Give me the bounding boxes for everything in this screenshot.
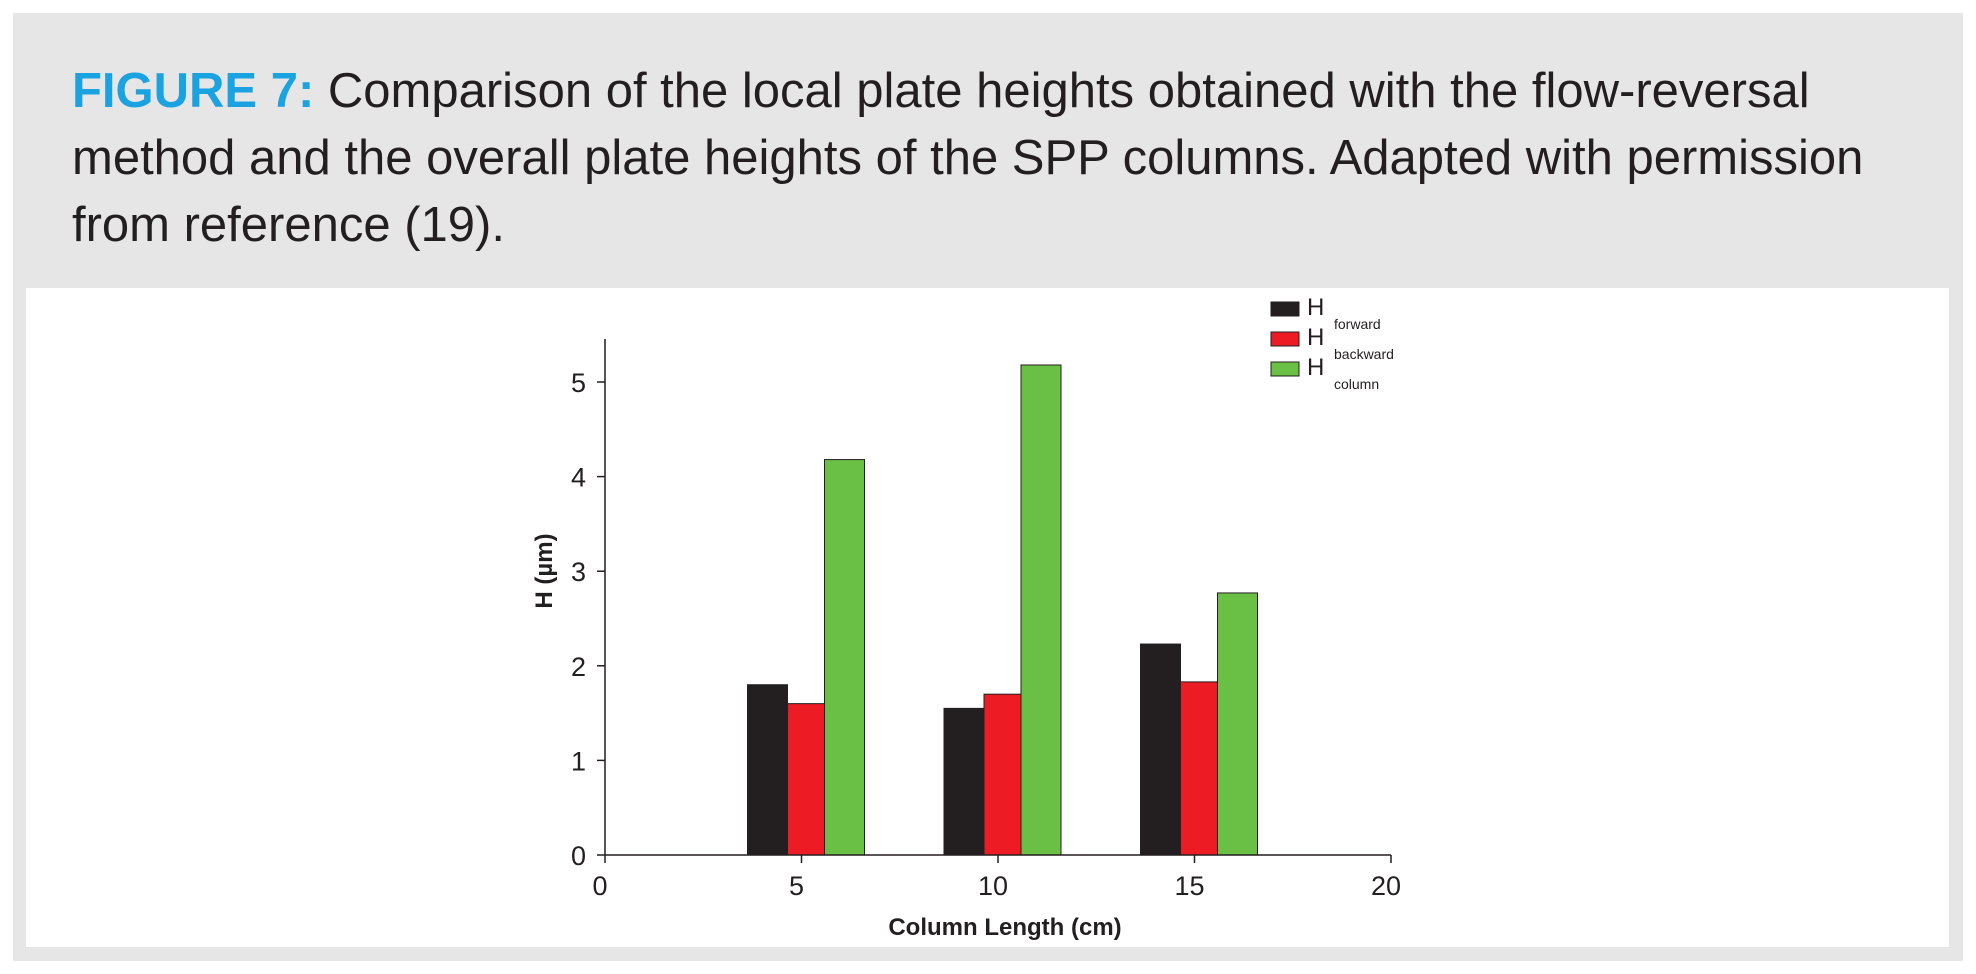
bar-column-10 xyxy=(1020,364,1062,856)
legend-swatch-forward xyxy=(1270,301,1300,317)
bar-forward-10 xyxy=(943,707,985,856)
legend-subscript-backward: backward xyxy=(1334,346,1394,362)
bar-forward-5 xyxy=(747,684,788,856)
plot-area xyxy=(747,364,1258,856)
y-tick-label: 5 xyxy=(571,368,586,398)
y-tick-label: 2 xyxy=(571,652,586,682)
bar-forward-15 xyxy=(1140,643,1181,856)
x-tick-label: 15 xyxy=(1174,871,1204,901)
legend-swatch-backward xyxy=(1270,331,1300,347)
y-tick-label: 3 xyxy=(571,557,586,587)
bar-backward-15 xyxy=(1180,681,1218,856)
figure-caption: FIGURE 7: Comparison of the local plate … xyxy=(72,58,1932,259)
legend-subscript-forward: forward xyxy=(1334,316,1381,332)
figure-label: FIGURE 7: xyxy=(72,64,315,118)
legend-subscript-column: column xyxy=(1334,376,1379,392)
legend-label-forward: H xyxy=(1307,294,1324,321)
bar-backward-10 xyxy=(983,693,1022,856)
x-tick-label: 10 xyxy=(978,871,1008,901)
x-axis-label: Column Length (cm) xyxy=(888,914,1121,941)
bar-backward-5 xyxy=(787,703,825,856)
legend-swatch-column xyxy=(1270,361,1300,377)
y-axis-label: H (µm) xyxy=(531,533,558,608)
legend-label-column: H xyxy=(1307,354,1324,381)
x-tick-label: 20 xyxy=(1371,871,1401,901)
y-tick-label: 0 xyxy=(571,841,586,871)
bar-column-15 xyxy=(1217,592,1258,856)
bar-column-5 xyxy=(824,459,865,856)
legend-label-backward: H xyxy=(1307,324,1324,351)
x-tick-label: 0 xyxy=(592,871,607,901)
y-tick-label: 1 xyxy=(571,746,586,776)
y-tick-label: 4 xyxy=(571,463,586,493)
axes: 0 5 10 15 20 0 1 2 3 4 5 xyxy=(571,339,1401,901)
x-tick-label: 5 xyxy=(789,871,804,901)
figure-caption-text: Comparison of the local plate heights ob… xyxy=(72,64,1864,252)
